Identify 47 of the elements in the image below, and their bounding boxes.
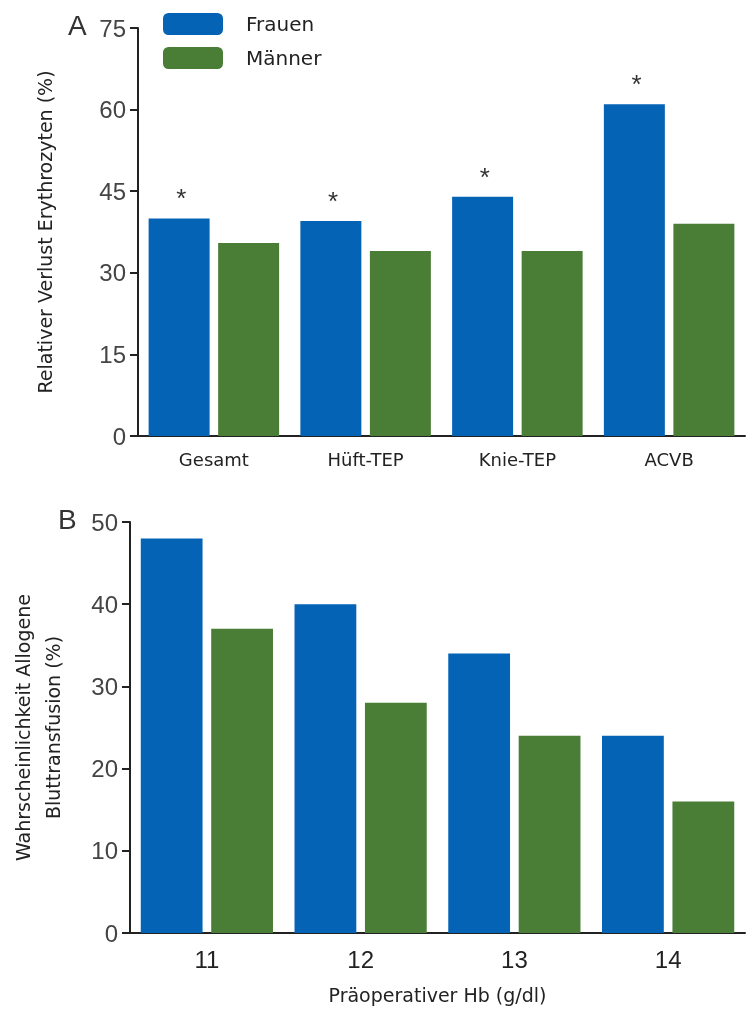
legend-label: Frauen	[246, 12, 315, 36]
y-tick-label: 0	[112, 422, 126, 450]
bar	[140, 538, 203, 933]
y-axis-title: Wahrscheinlichkeit Allogene Bluttransfusion (%)	[12, 594, 64, 861]
bar	[211, 628, 273, 933]
y-tick-label: 0	[104, 919, 118, 947]
y-tick-label: 50	[91, 508, 118, 536]
bar	[364, 702, 427, 933]
bar	[602, 735, 664, 933]
y-tick-label: 45	[99, 177, 126, 205]
annotation: *	[479, 161, 490, 192]
annotation: *	[631, 69, 642, 100]
annotation: *	[327, 186, 339, 217]
x-tick-label: 12	[347, 945, 374, 973]
bar	[369, 251, 431, 436]
bar	[672, 801, 735, 933]
x-tick-label: ACVB	[644, 448, 694, 470]
x-tick-label: Hüft-TEP	[327, 448, 404, 470]
bar	[521, 251, 583, 436]
annotation: *	[176, 183, 187, 214]
x-tick-label: Knie-TEP	[478, 448, 557, 470]
bar	[300, 221, 362, 436]
y-tick-label: 40	[91, 590, 118, 618]
y-tick-label: 15	[99, 340, 126, 368]
x-tick-label: 13	[501, 945, 528, 973]
chart-title: A	[68, 9, 87, 41]
y-tick-label: 75	[99, 14, 126, 42]
bar	[218, 242, 280, 436]
bar	[518, 735, 581, 933]
y-tick-label: 30	[99, 259, 126, 287]
y-tick-label: 20	[91, 755, 118, 783]
legend-label: Männer	[246, 46, 323, 70]
x-tick-label: 11	[194, 945, 220, 973]
x-tick-label: 14	[654, 945, 682, 973]
chart-title: B	[58, 503, 77, 535]
bar	[603, 104, 665, 436]
bar	[673, 223, 735, 436]
bar	[452, 196, 514, 436]
x-tick-label: Gesamt	[178, 448, 249, 470]
x-axis-title: Präoperativer Hb (g/dl)	[328, 983, 547, 1006]
y-tick-label: 10	[91, 837, 118, 865]
bar	[148, 218, 210, 436]
bar	[294, 604, 357, 933]
y-axis-title: Relativer Verlust Erythrozyten (%)	[34, 70, 56, 394]
y-tick-label: 30	[91, 672, 118, 700]
y-tick-label: 60	[99, 96, 126, 124]
bar	[448, 653, 511, 933]
